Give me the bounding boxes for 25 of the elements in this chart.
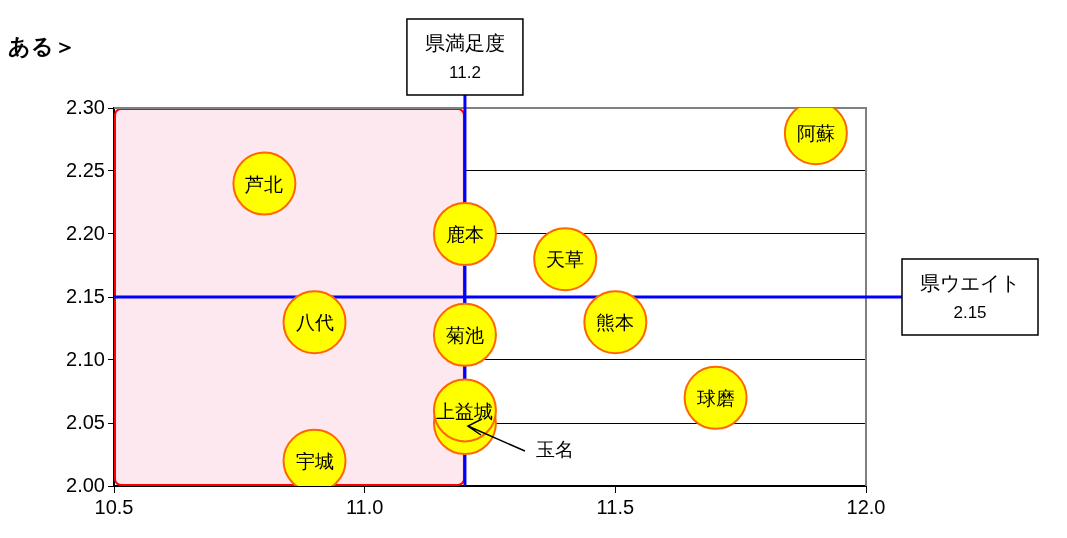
y-tick-label: 2.15 xyxy=(66,284,105,307)
annotation: 八代 xyxy=(295,312,334,334)
annotation: 天草 xyxy=(546,249,585,271)
annotation: 玉名 xyxy=(535,439,574,461)
annotation: 鹿本 xyxy=(445,224,484,246)
y-tick-label: 2.10 xyxy=(66,347,105,370)
x-tick-label: 12.0 xyxy=(846,495,886,518)
ref-line-label: 県ウエイト 2.15 xyxy=(920,271,1020,322)
x-tick-label: 11.0 xyxy=(345,495,384,518)
annotation: 宇城 xyxy=(295,451,334,473)
y-tick-label: 2.25 xyxy=(66,158,105,181)
ref-line-label: 県満足度 11.2 xyxy=(424,31,505,82)
y-tick-label: 2.05 xyxy=(66,410,105,433)
x-tick-label: 10.5 xyxy=(94,495,134,518)
y-tick-label: 2.30 xyxy=(66,95,105,118)
x-tick-label: 11.5 xyxy=(596,495,635,518)
annotation: 芦北 xyxy=(245,173,284,195)
annotation: 阿蘇 xyxy=(796,123,835,145)
annotation: 熊本 xyxy=(596,312,635,334)
annotation: 球磨 xyxy=(696,388,735,410)
y-tick-label: 2.20 xyxy=(66,221,105,244)
annotation: 菊池 xyxy=(445,325,484,347)
y-tick-label: 2.00 xyxy=(66,473,105,496)
chart-title: ある＞ xyxy=(8,34,76,60)
annotation: 上益城 xyxy=(436,400,494,422)
